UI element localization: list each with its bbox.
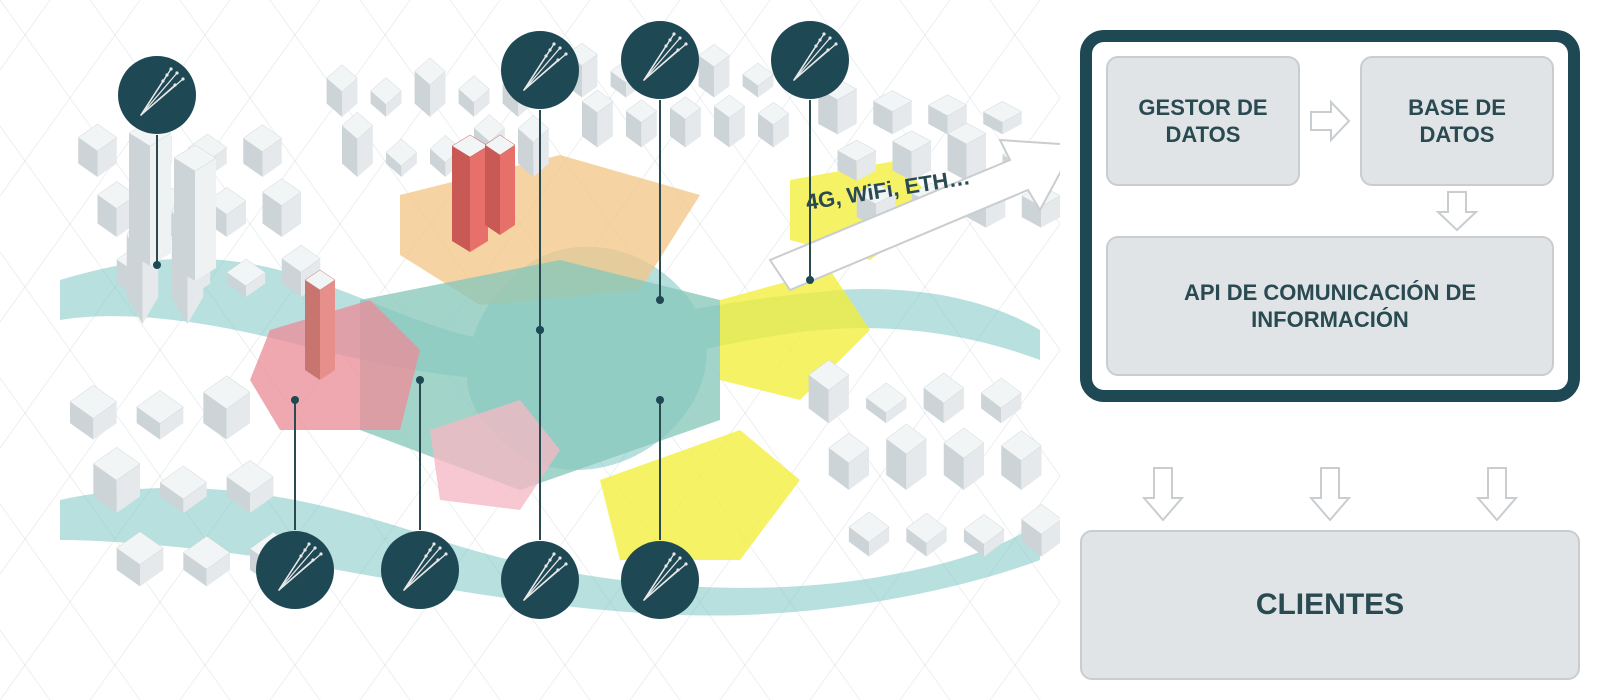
sensor-icon xyxy=(620,20,700,100)
sensor-stem xyxy=(659,100,661,300)
sensor-icon xyxy=(770,20,850,100)
sensor-icon xyxy=(117,55,197,135)
box-clients: CLIENTES xyxy=(1080,530,1580,680)
arrow-gestor-to-base xyxy=(1300,56,1360,186)
box-data-manager: GESTOR DE DATOS xyxy=(1106,56,1300,186)
arrow-right-icon xyxy=(1307,98,1353,144)
box-clients-label: CLIENTES xyxy=(1256,588,1404,622)
sensor-anchor xyxy=(536,326,544,334)
sensor-icon xyxy=(500,540,580,620)
arrow-base-to-api xyxy=(1360,186,1554,236)
server-panel: GESTOR DE DATOS BASE DE DATOS API DE COM… xyxy=(1080,30,1580,402)
arrow-down-icon xyxy=(1307,464,1353,524)
box-api: API DE COMUNICACIÓN DE INFORMACIÓN xyxy=(1106,236,1554,376)
sensor-stem xyxy=(419,380,421,530)
sensor-anchor xyxy=(656,296,664,304)
sensor-anchor xyxy=(291,396,299,404)
arrows-api-to-clients xyxy=(1080,460,1580,528)
sensor-icon xyxy=(380,530,460,610)
sensor-anchor xyxy=(416,376,424,384)
city-map: 4G, WiFi, ETH… xyxy=(0,0,1060,700)
sensor-stem xyxy=(294,400,296,530)
sensor-anchor xyxy=(656,396,664,404)
arrow-down-icon xyxy=(1474,464,1520,524)
sensor-anchor xyxy=(806,276,814,284)
sensor-icon xyxy=(255,530,335,610)
box-database: BASE DE DATOS xyxy=(1360,56,1554,186)
sensor-stem xyxy=(539,330,541,540)
sensor-stem xyxy=(659,400,661,540)
arrow-down-icon xyxy=(1434,188,1480,234)
box-data-manager-label: GESTOR DE DATOS xyxy=(1118,94,1288,149)
sensor-stem xyxy=(156,135,158,265)
arrow-down-icon xyxy=(1140,464,1186,524)
sensor-stem xyxy=(539,110,541,330)
box-api-label: API DE COMUNICACIÓN DE INFORMACIÓN xyxy=(1118,279,1542,334)
sensor-icon xyxy=(620,540,700,620)
box-database-label: BASE DE DATOS xyxy=(1372,94,1542,149)
sensor-anchor xyxy=(153,261,161,269)
sensor-icon xyxy=(500,30,580,110)
